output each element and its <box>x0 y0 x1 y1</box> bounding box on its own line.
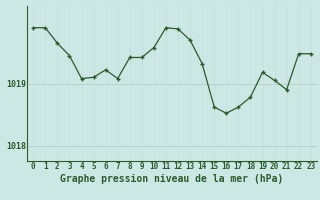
X-axis label: Graphe pression niveau de la mer (hPa): Graphe pression niveau de la mer (hPa) <box>60 174 284 184</box>
